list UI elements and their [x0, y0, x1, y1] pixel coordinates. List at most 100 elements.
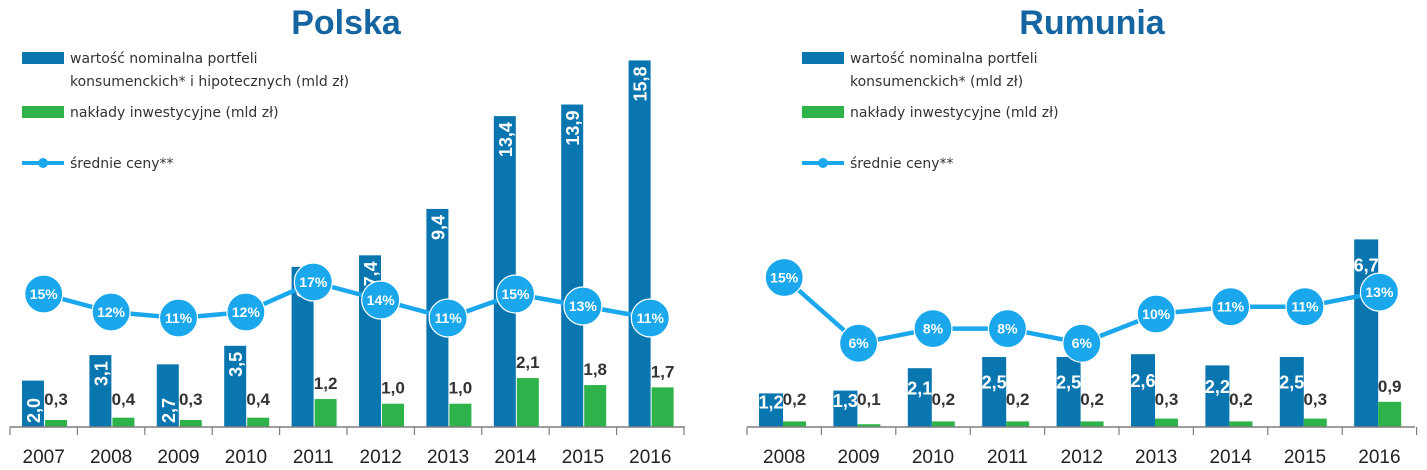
price-marker: [1136, 294, 1176, 334]
bar-green-value-label: 0,4: [112, 390, 136, 409]
chart-rumunia-svg: Rumunia wartość nominalna portfeli konsume…: [746, 4, 1418, 468]
legend-label-green: nakłady inwestycyjne (mld zł): [850, 105, 1059, 121]
legend-label-line: średnie ceny**: [70, 156, 174, 172]
bar-blue-2015: [1279, 357, 1304, 427]
price-value-label: 8%: [923, 321, 944, 337]
x-tick-label: 2010: [912, 447, 954, 468]
bar-green-value-label: 2,1: [516, 353, 540, 372]
legend-label-blue-line1: wartość nominalna portfeli: [850, 51, 1038, 67]
price-value-label: 14%: [367, 292, 396, 308]
bar-green-2011: [1006, 421, 1030, 427]
chart-title: Polska: [291, 4, 402, 42]
price-value-label: 15%: [770, 270, 799, 286]
price-value-label: 12%: [97, 304, 126, 320]
bar-blue-2016: [1354, 239, 1379, 427]
price-value-label: 6%: [848, 335, 869, 351]
bar-green-value-label: 1,7: [651, 362, 675, 381]
x-tick-label: 2011: [987, 447, 1028, 468]
bar-blue-2009: [833, 390, 858, 427]
bar-blue-2015: [561, 104, 584, 428]
bar-green-value-label: 1,0: [381, 379, 405, 398]
price-value-label: 17%: [299, 274, 328, 290]
x-tick-label: 2007: [23, 447, 65, 468]
bar-green-2012: [382, 403, 404, 427]
bar-blue-2008: [89, 355, 112, 427]
bar-green-value-label: 0,2: [931, 390, 955, 409]
legend-swatch-green: [22, 106, 64, 118]
bar-blue-value-label: 7,4: [361, 261, 381, 286]
price-marker: [630, 298, 670, 338]
bar-green-2009: [857, 424, 881, 427]
legend: wartość nominalna portfeli konsumenckich*…: [802, 51, 1059, 172]
price-value-label: 11%: [637, 310, 665, 326]
bar-green-value-label: 0,3: [179, 390, 203, 409]
price-value-label: 6%: [1072, 335, 1093, 351]
price-value-label: 15%: [501, 286, 530, 302]
bar-blue-2009: [156, 364, 179, 427]
bar-green-value-label: 0,3: [44, 390, 68, 409]
x-tick-label: 2012: [1061, 447, 1103, 468]
bar-green-value-label: 0,2: [1229, 390, 1253, 409]
x-tick-label: 2014: [494, 447, 537, 468]
legend-label-blue-line2: konsumenckich* (mld zł): [850, 74, 1023, 90]
bar-green-2012: [1080, 421, 1104, 427]
bar-blue-value-label: 2,0: [24, 398, 44, 423]
x-tick-label: 2009: [837, 447, 879, 468]
x-tick-label: 2016: [629, 447, 671, 468]
price-marker: [913, 309, 953, 349]
price-marker: [839, 323, 879, 363]
bar-blue-value-label: 2,2: [1205, 377, 1230, 397]
price-marker: [428, 298, 468, 338]
legend-line-marker: [38, 158, 48, 168]
bar-blue-value-label: 3,5: [226, 352, 246, 377]
price-marker: [158, 298, 199, 338]
x-tick-label: 2009: [157, 447, 199, 468]
legend-label-green: nakłady inwestycyjne (mld zł): [70, 105, 279, 121]
bar-blue-2016: [628, 60, 651, 427]
bar-green-2008: [112, 417, 135, 427]
bar-green-value-label: 0,9: [1378, 377, 1402, 396]
bar-green-2007: [45, 420, 67, 427]
x-tick-label: 2008: [763, 447, 805, 468]
bar-green-2015: [584, 385, 607, 427]
x-tick-label: 2013: [1135, 447, 1177, 468]
price-marker: [226, 292, 266, 332]
bar-blue-2007: [22, 380, 44, 427]
bar-blue-value-label: 15,8: [631, 66, 651, 101]
price-marker: [764, 257, 804, 298]
bar-blue-value-label: 2,5: [1056, 373, 1081, 393]
legend-swatch-green: [802, 106, 844, 118]
bar-green-value-label: 1,2: [314, 374, 338, 393]
legend-swatch-blue: [802, 52, 844, 64]
chart-polska: Polska wartość nominalna portfeli konsumen…: [0, 0, 700, 470]
x-tick-label: 2011: [293, 447, 334, 468]
price-marker: [293, 262, 333, 302]
bar-green-2010: [247, 417, 270, 427]
x-tick-label: 2010: [225, 447, 267, 468]
legend-line-marker: [818, 158, 828, 168]
bar-blue-2014: [493, 116, 516, 428]
price-value-label: 11%: [1291, 299, 1319, 315]
bar-blue-2012: [1056, 357, 1081, 427]
price-value-label: 11%: [434, 310, 462, 326]
bar-blue-2010: [907, 368, 932, 427]
x-tick-label: 2015: [1284, 447, 1326, 468]
price-value-label: 12%: [232, 304, 261, 320]
price-line: [43, 279, 651, 321]
bar-green-2014: [1229, 421, 1253, 427]
bar-green-value-label: 1,8: [583, 360, 607, 379]
price-marker: [987, 309, 1027, 349]
bar-green-2009: [179, 420, 202, 427]
x-tick-label: 2014: [1209, 447, 1252, 468]
bar-blue-value-label: 9,4: [428, 215, 448, 240]
price-value-label: 13%: [569, 298, 598, 314]
legend-label-line: średnie ceny**: [850, 156, 954, 172]
price-marker: [563, 286, 603, 326]
chart-title: Rumunia: [1019, 4, 1166, 42]
legend: wartość nominalna portfeli konsumenckich*…: [22, 51, 349, 172]
bar-green-2016: [1378, 401, 1402, 427]
bar-green-value-label: 1,0: [449, 379, 473, 398]
price-marker: [91, 292, 131, 332]
bar-blue-value-label: 3,1: [91, 361, 111, 386]
bar-blue-2011: [291, 266, 314, 427]
